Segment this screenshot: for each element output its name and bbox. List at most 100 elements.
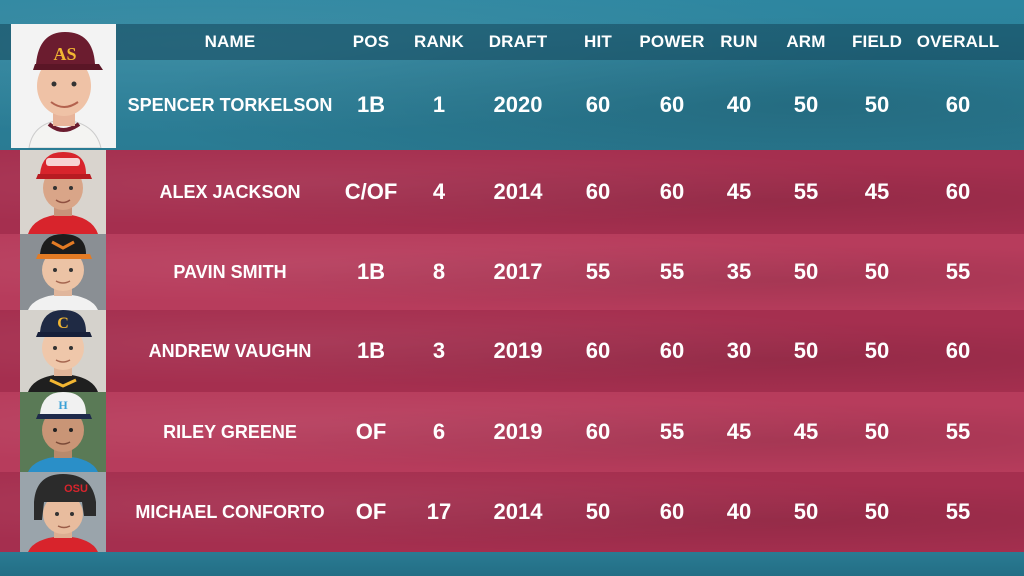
- header-overall: OVERALL: [916, 32, 1000, 51]
- player-power: 60: [659, 179, 685, 204]
- player-power: 55: [659, 259, 685, 284]
- player-run: 35: [726, 259, 752, 284]
- player-name: PAVIN SMITH: [173, 261, 287, 282]
- header-field: FIELD: [851, 32, 903, 51]
- player-hit: 60: [585, 338, 611, 363]
- player-draft: 2019: [493, 338, 543, 363]
- player-run: 45: [726, 179, 752, 204]
- player-photo: H: [20, 392, 106, 472]
- player-overall: 55: [945, 419, 971, 444]
- player-draft: 2014: [493, 499, 543, 524]
- player-photo: OSU: [20, 472, 106, 552]
- player-name: SPENCER TORKELSON: [127, 94, 333, 115]
- player-rank: 4: [432, 179, 446, 204]
- player-draft: 2019: [493, 419, 543, 444]
- player-headshot-icon: [20, 234, 106, 310]
- player-draft: 2017: [493, 259, 543, 284]
- player-overall: 60: [945, 92, 971, 117]
- player-hit: 60: [585, 92, 611, 117]
- svg-text:C: C: [57, 315, 69, 332]
- player-power: 60: [659, 499, 685, 524]
- player-pos: C/OF: [344, 179, 398, 204]
- header-draft: DRAFT: [488, 32, 548, 51]
- player-headshot-icon: [20, 150, 106, 234]
- player-headshot-icon: C: [20, 310, 106, 392]
- player-arm: 45: [793, 419, 819, 444]
- player-run: 30: [726, 338, 752, 363]
- player-draft: 2020: [493, 92, 543, 117]
- player-name: ANDREW VAUGHN: [148, 340, 312, 361]
- player-draft: 2014: [493, 179, 543, 204]
- header-hit: HIT: [584, 32, 612, 51]
- player-headshot-icon: OSU: [20, 472, 106, 552]
- player-rank: 1: [432, 92, 446, 117]
- player-pos: 1B: [356, 338, 386, 363]
- player-row: PAVIN SMITH 1B 8 2017 55 55 35 50 50 55: [0, 234, 1024, 310]
- header-band: [0, 24, 1024, 60]
- player-rank: 8: [432, 259, 446, 284]
- header-rank: RANK: [414, 32, 464, 51]
- player-overall: 60: [945, 179, 971, 204]
- svg-text:H: H: [58, 398, 68, 412]
- player-run: 40: [726, 92, 752, 117]
- header-run: RUN: [720, 32, 758, 51]
- player-run: 45: [726, 419, 752, 444]
- row-texture: [0, 310, 1024, 392]
- player-hit: 55: [585, 259, 611, 284]
- player-field: 50: [864, 259, 890, 284]
- row-texture: [0, 234, 1024, 310]
- player-row: C ANDREW VAUGHN 1B 3 2019 60 60 30 50 50…: [0, 310, 1024, 392]
- row-texture: [0, 472, 1024, 552]
- player-hit: 50: [585, 499, 611, 524]
- svg-text:AS: AS: [53, 44, 76, 64]
- player-rank: 3: [432, 338, 446, 363]
- player-power: 60: [659, 92, 685, 117]
- player-field: 50: [864, 499, 890, 524]
- player-row: OSU MICHAEL CONFORTO OF 17 2014 50 60 40…: [0, 472, 1024, 552]
- player-name: ALEX JACKSON: [159, 181, 301, 202]
- player-photo: [20, 150, 106, 234]
- player-run: 40: [726, 499, 752, 524]
- player-headshot-icon: AS: [11, 24, 116, 148]
- player-headshot-icon: H: [20, 392, 106, 472]
- player-photo: C: [20, 310, 106, 392]
- background-bottom: [0, 552, 1024, 576]
- row-texture: [0, 150, 1024, 234]
- player-field: 50: [864, 338, 890, 363]
- header-arm: ARM: [786, 32, 826, 51]
- player-name: RILEY GREENE: [163, 421, 297, 442]
- player-field: 50: [864, 419, 890, 444]
- player-photo-featured: AS: [11, 24, 116, 148]
- player-field: 50: [864, 92, 890, 117]
- header-pos: POS: [352, 32, 390, 51]
- player-row: H RILEY GREENE OF 6 2019 60 55 45 45 50 …: [0, 392, 1024, 472]
- player-arm: 50: [793, 92, 819, 117]
- player-name: MICHAEL CONFORTO: [135, 501, 325, 522]
- player-arm: 55: [793, 179, 819, 204]
- player-power: 55: [659, 419, 685, 444]
- player-row: ALEX JACKSON C/OF 4 2014 60 60 45 55 45 …: [0, 150, 1024, 234]
- header-power: POWER: [639, 32, 705, 51]
- player-arm: 50: [793, 259, 819, 284]
- player-hit: 60: [585, 419, 611, 444]
- player-rank: 17: [426, 499, 452, 524]
- svg-text:OSU: OSU: [64, 483, 88, 495]
- player-rank: 6: [432, 419, 446, 444]
- player-hit: 60: [585, 179, 611, 204]
- player-field: 45: [864, 179, 890, 204]
- player-row-featured: SPENCER TORKELSON 1B 1 2020 60 60 40 50 …: [0, 60, 1024, 150]
- player-arm: 50: [793, 499, 819, 524]
- player-photo: [20, 234, 106, 310]
- player-overall: 55: [945, 259, 971, 284]
- player-pos: OF: [355, 419, 387, 444]
- player-overall: 60: [945, 338, 971, 363]
- table-header: NAME POS RANK DRAFT HIT POWER RUN ARM FI…: [0, 24, 1024, 60]
- player-pos: 1B: [356, 259, 386, 284]
- player-power: 60: [659, 338, 685, 363]
- header-name: NAME: [204, 32, 256, 51]
- player-overall: 55: [945, 499, 971, 524]
- player-pos: OF: [355, 499, 387, 524]
- player-arm: 50: [793, 338, 819, 363]
- player-pos: 1B: [356, 92, 386, 117]
- row-texture: [0, 392, 1024, 472]
